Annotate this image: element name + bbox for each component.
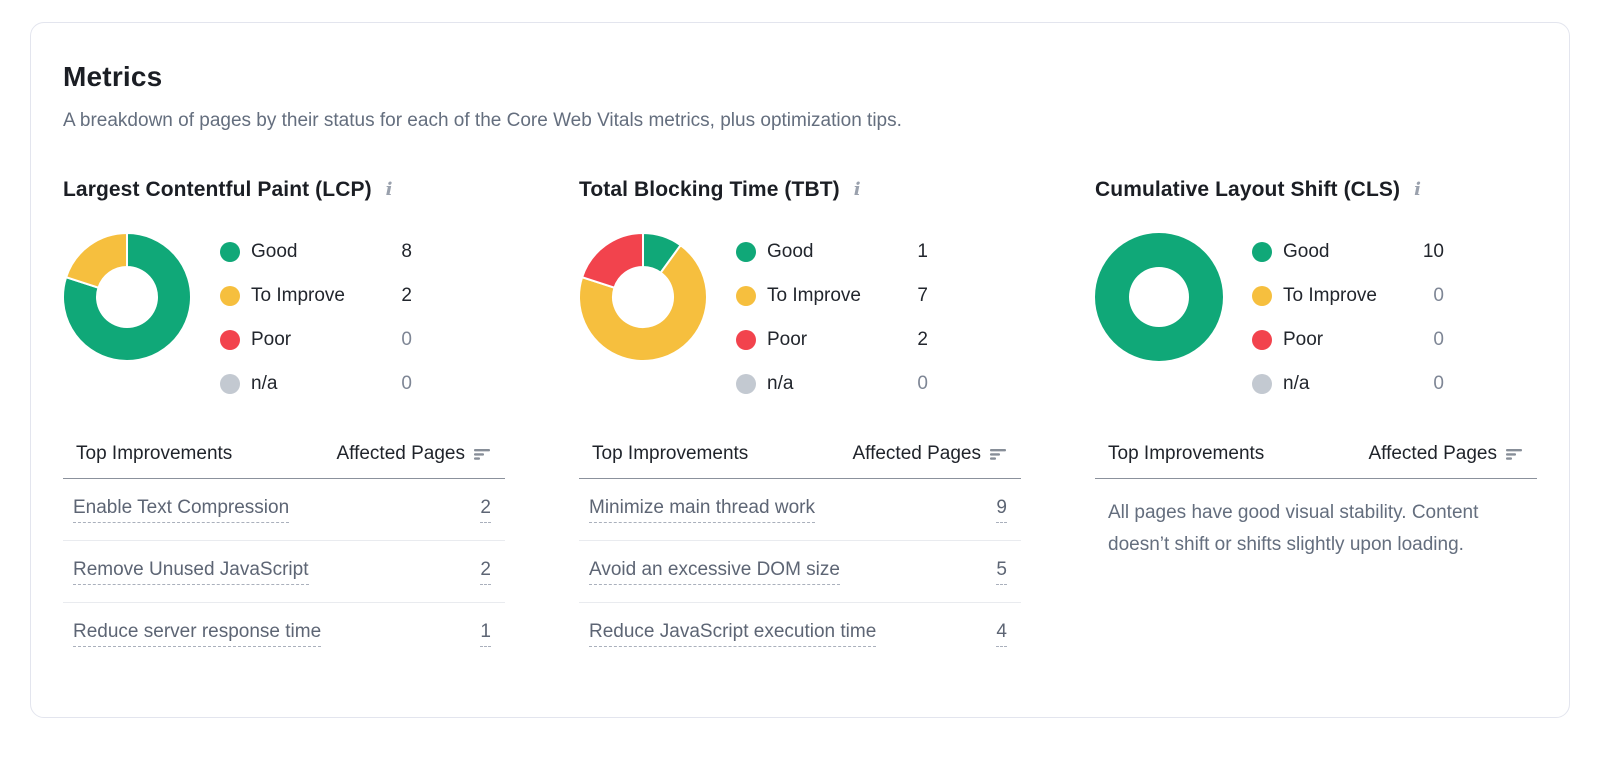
improvement-link[interactable]: Reduce JavaScript execution time [589, 621, 877, 647]
legend-label: n/a [1283, 373, 1310, 394]
column-header-affected-pages: Affected Pages [1368, 443, 1497, 464]
legend: Good 1 To Improve 7 Poor 2 [736, 233, 928, 396]
info-icon[interactable]: i [853, 179, 861, 200]
legend-value: 2 [401, 285, 412, 306]
improvement-link[interactable]: Minimize main thread work [589, 497, 815, 523]
metric-section-lcp: Largest Contentful Paint (LCP) i Good 8 … [63, 178, 505, 664]
legend-dot-to-improve-icon [1252, 286, 1272, 306]
metric-section-cls: Cumulative Layout Shift (CLS) i Good 10 … [1095, 178, 1537, 664]
improvement-link[interactable]: Remove Unused JavaScript [73, 559, 309, 585]
legend-label: To Improve [767, 285, 861, 306]
improvement-link[interactable]: Avoid an excessive DOM size [589, 559, 840, 585]
legend-dot-good-icon [736, 242, 756, 262]
table-row: Remove Unused JavaScript 2 [63, 540, 505, 602]
legend: Good 10 To Improve 0 Poor 0 [1252, 233, 1444, 396]
legend-value: 7 [917, 285, 928, 306]
legend-label: Good [1283, 241, 1330, 262]
improvement-link[interactable]: Reduce server response time [73, 621, 322, 647]
table-row: Enable Text Compression 2 [63, 479, 505, 540]
column-header-affected-pages: Affected Pages [852, 443, 981, 464]
legend-dot-poor-icon [736, 330, 756, 350]
metric-section-tbt: Total Blocking Time (TBT) i Good 1 To Im… [579, 178, 1021, 664]
cls-status-message: All pages have good visual stability. Co… [1108, 502, 1479, 555]
improvements-table-tbt: Top Improvements Affected Pages Minimize… [579, 443, 1021, 664]
metrics-card: Metrics A breakdown of pages by their st… [30, 22, 1570, 718]
legend-row-to-improve: To Improve 0 [1252, 284, 1444, 308]
sort-descending-icon[interactable] [1506, 446, 1523, 462]
affected-pages-count[interactable]: 4 [996, 621, 1007, 647]
legend-value: 0 [1433, 285, 1444, 306]
legend-row-to-improve: To Improve 2 [220, 284, 412, 308]
legend-dot-na-icon [736, 374, 756, 394]
legend-row-good: Good 8 [220, 240, 412, 264]
legend-value: 2 [917, 329, 928, 350]
legend-label: Poor [1283, 329, 1324, 350]
legend-label: Poor [767, 329, 808, 350]
legend-label: n/a [251, 373, 278, 394]
donut-chart-tbt [579, 233, 707, 361]
table-row: Reduce server response time 1 [63, 602, 505, 664]
improvements-table-cls: Top Improvements Affected Pages All page… [1095, 443, 1537, 561]
legend-value: 0 [401, 373, 412, 394]
legend-row-good: Good 10 [1252, 240, 1444, 264]
affected-pages-count[interactable]: 9 [996, 497, 1007, 523]
legend-row-to-improve: To Improve 7 [736, 284, 928, 308]
info-icon[interactable]: i [1414, 179, 1421, 200]
legend-row-good: Good 1 [736, 240, 928, 264]
affected-pages-count[interactable]: 2 [480, 497, 491, 523]
legend-label: Good [251, 241, 298, 262]
sort-descending-icon[interactable] [474, 446, 491, 462]
legend-row-poor: Poor 0 [220, 328, 412, 352]
legend-row-na: n/a 0 [736, 372, 928, 396]
info-icon[interactable]: i [385, 179, 393, 200]
legend-label: To Improve [1283, 285, 1377, 306]
metric-title-tbt: Total Blocking Time (TBT) [579, 178, 840, 201]
legend-row-na: n/a 0 [220, 372, 412, 396]
improvement-link[interactable]: Enable Text Compression [73, 497, 290, 523]
legend-dot-good-icon [220, 242, 240, 262]
legend-value: 8 [401, 241, 412, 262]
page-subtitle: A breakdown of pages by their status for… [63, 110, 902, 131]
affected-pages-count[interactable]: 2 [480, 559, 491, 585]
legend-row-poor: Poor 2 [736, 328, 928, 352]
metrics-columns: Largest Contentful Paint (LCP) i Good 8 … [63, 178, 1537, 664]
page-title: Metrics [63, 61, 163, 92]
legend: Good 8 To Improve 2 Poor 0 [220, 233, 412, 396]
legend-dot-poor-icon [1252, 330, 1272, 350]
donut-chart-cls [1095, 233, 1223, 361]
legend-dot-na-icon [220, 374, 240, 394]
legend-dot-poor-icon [220, 330, 240, 350]
legend-value: 0 [917, 373, 928, 394]
legend-dot-good-icon [1252, 242, 1272, 262]
table-row: Avoid an excessive DOM size 5 [579, 540, 1021, 602]
legend-value: 10 [1422, 241, 1444, 262]
improvements-table-lcp: Top Improvements Affected Pages Enable T… [63, 443, 505, 664]
metric-title-cls: Cumulative Layout Shift (CLS) [1095, 178, 1401, 201]
legend-value: 0 [401, 329, 412, 350]
table-row: Minimize main thread work 9 [579, 479, 1021, 540]
column-header-top-improvements: Top Improvements [1108, 443, 1265, 464]
affected-pages-count[interactable]: 1 [480, 621, 491, 647]
affected-pages-count[interactable]: 5 [996, 559, 1007, 585]
column-header-affected-pages: Affected Pages [336, 443, 465, 464]
sort-descending-icon[interactable] [990, 446, 1007, 462]
column-header-top-improvements: Top Improvements [592, 443, 749, 464]
legend-label: Good [767, 241, 814, 262]
legend-dot-na-icon [1252, 374, 1272, 394]
legend-value: 0 [1433, 329, 1444, 350]
column-header-top-improvements: Top Improvements [76, 443, 233, 464]
legend-label: Poor [251, 329, 292, 350]
legend-dot-to-improve-icon [220, 286, 240, 306]
legend-dot-to-improve-icon [736, 286, 756, 306]
table-row: Reduce JavaScript execution time 4 [579, 602, 1021, 664]
donut-chart-lcp [63, 233, 191, 361]
legend-label: n/a [767, 373, 794, 394]
legend-value: 0 [1433, 373, 1444, 394]
legend-row-na: n/a 0 [1252, 372, 1444, 396]
metric-title-lcp: Largest Contentful Paint (LCP) [63, 178, 372, 201]
legend-label: To Improve [251, 285, 345, 306]
legend-row-poor: Poor 0 [1252, 328, 1444, 352]
legend-value: 1 [917, 241, 928, 262]
